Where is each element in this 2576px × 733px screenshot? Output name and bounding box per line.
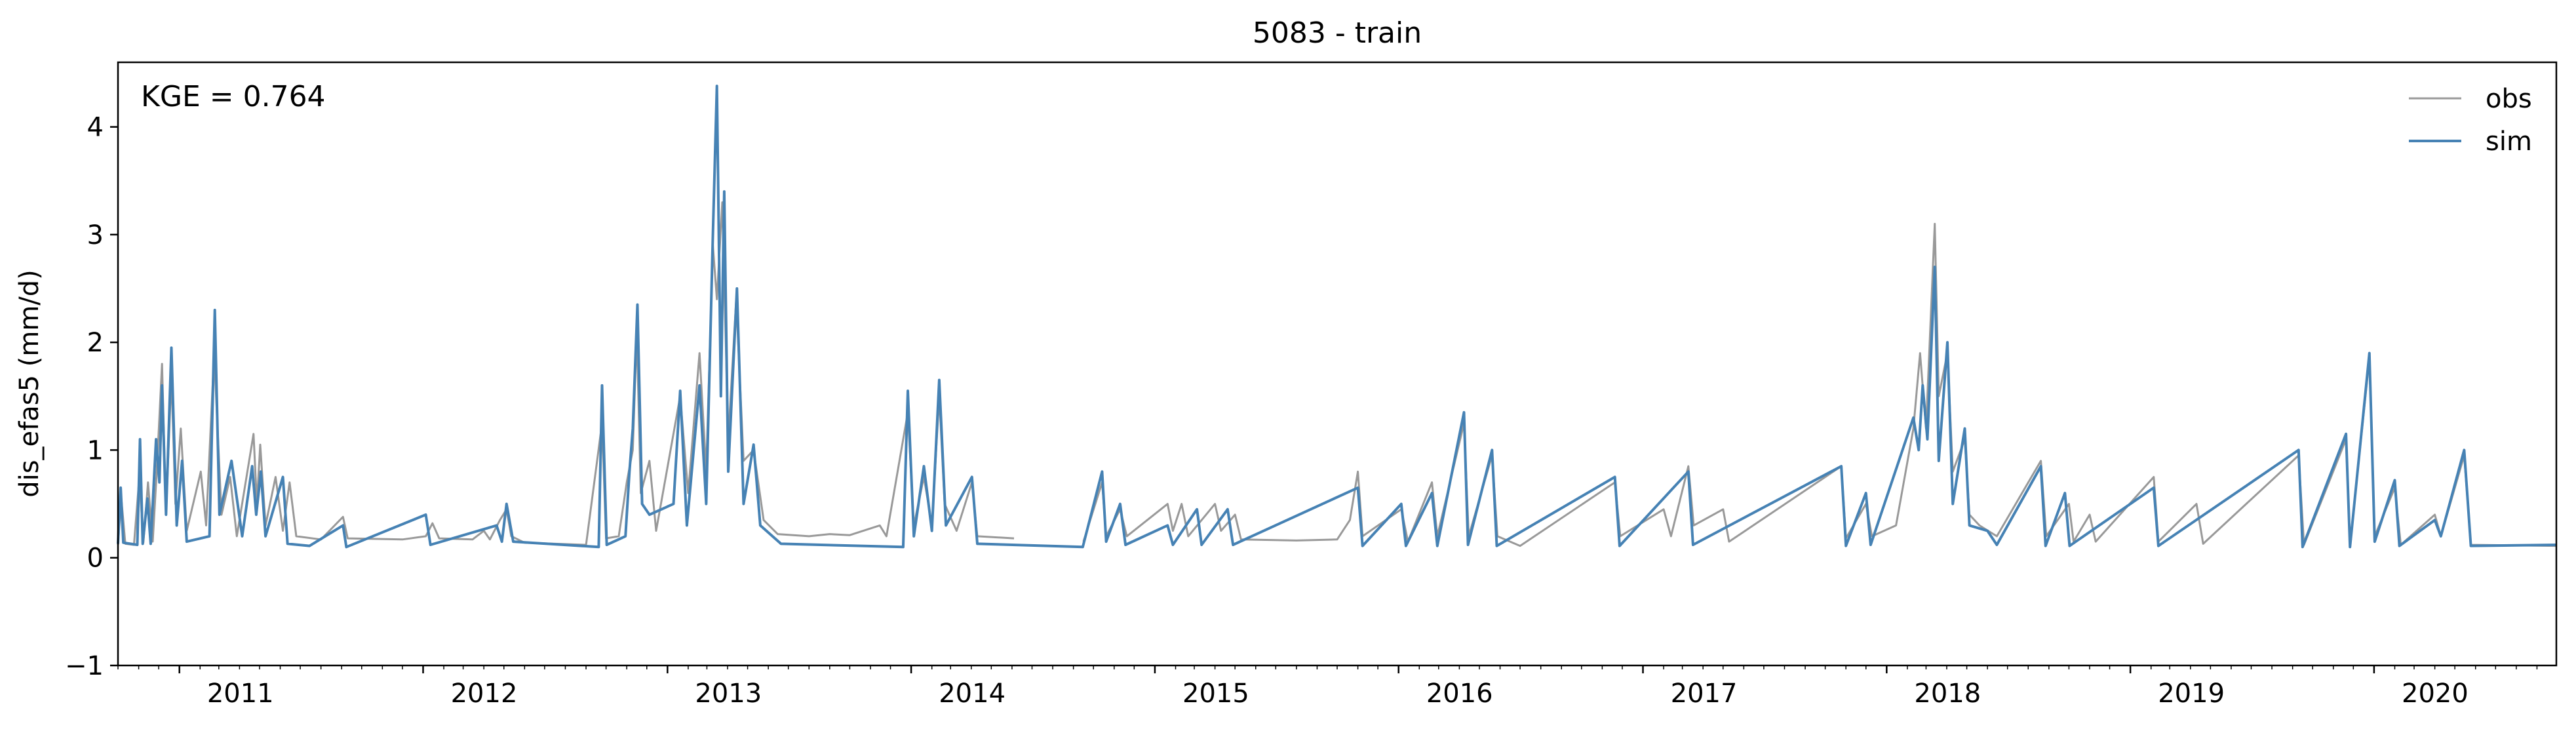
x-tick-label: 2020 — [2402, 679, 2469, 709]
x-tick-label: 2013 — [695, 679, 762, 709]
series-line-obs — [117, 201, 2557, 547]
x-tick-label: 2011 — [207, 679, 274, 709]
y-axis-label: dis_efas5 (mm/d) — [14, 269, 45, 498]
series-line-sim — [117, 85, 2557, 549]
y-tick-label: 3 — [87, 220, 104, 250]
legend-label-sim: sim — [2486, 127, 2532, 157]
y-tick-label: 0 — [87, 544, 104, 574]
x-tick-label: 2012 — [451, 679, 518, 709]
y-tick-label: 2 — [87, 328, 104, 358]
x-tick-label: 2018 — [1914, 679, 1981, 709]
kge-annotation: KGE = 0.764 — [141, 80, 326, 113]
x-tick-label: 2015 — [1182, 679, 1249, 709]
x-tick-label: 2016 — [1426, 679, 1493, 709]
axes-ticks: −1 0 1 2 3 4 2011 2012 2013 2014 2015 2016 2017 2018 2… — [65, 113, 2538, 709]
x-tick-label: 2014 — [939, 679, 1005, 709]
legend-label-obs: obs — [2486, 84, 2532, 114]
y-tick-label: −1 — [65, 651, 104, 681]
y-tick-label: 4 — [87, 113, 104, 143]
legend: obs sim — [2409, 84, 2532, 157]
x-tick-label: 2017 — [1671, 679, 1738, 709]
x-tick-label: 2019 — [2158, 679, 2225, 709]
y-tick-label: 1 — [87, 435, 104, 466]
plot-series — [117, 85, 2557, 549]
chart-title: 5083 - train — [1253, 16, 1422, 50]
plot-frame — [117, 61, 2558, 667]
